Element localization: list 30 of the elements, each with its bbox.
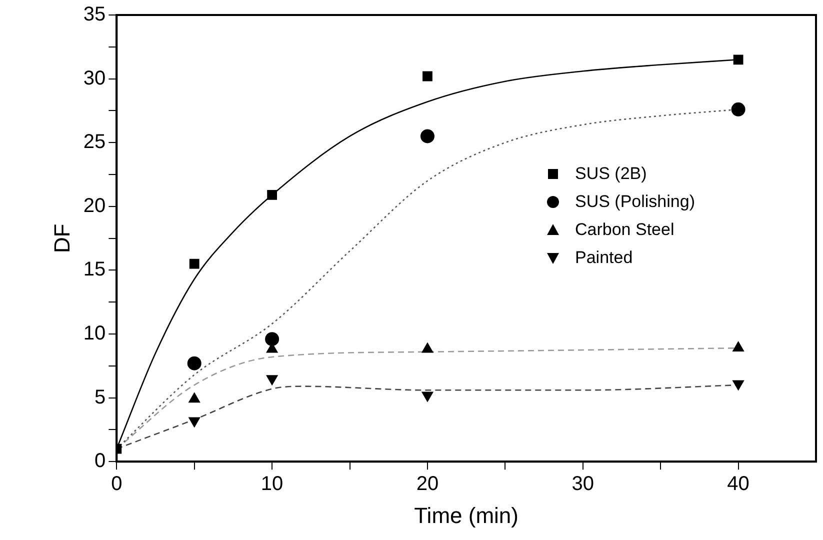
x-tick-label: 10 [260, 473, 284, 496]
legend-label: Carbon Steel [575, 220, 674, 240]
y-axis-title: DF [49, 224, 74, 253]
y-tick-label: 10 [83, 322, 106, 345]
x-tick-label: 40 [727, 473, 750, 496]
point [189, 258, 200, 269]
x-tick-label: 30 [572, 473, 594, 496]
point [267, 190, 278, 200]
legend-label: Painted [575, 248, 633, 268]
point [188, 392, 200, 403]
legend-label: SUS (2B) [575, 164, 647, 184]
x-axis-title: Time (min) [414, 502, 518, 528]
point [421, 342, 434, 353]
point [733, 54, 744, 65]
point [265, 332, 280, 346]
point [422, 71, 432, 82]
x-tick-label: 0 [111, 473, 122, 496]
y-tick-label: 20 [83, 194, 106, 217]
y-tick-label: 35 [83, 4, 106, 26]
point [731, 102, 746, 116]
x-tick-label: 20 [416, 473, 439, 496]
point [187, 356, 202, 370]
point [732, 341, 744, 352]
y-tick-label: 30 [83, 67, 106, 90]
y-tick-label: 5 [94, 386, 106, 408]
legend-label: SUS (Polishing) [575, 192, 695, 212]
point [420, 129, 434, 144]
y-tick-label: 25 [83, 131, 106, 154]
y-tick-label: 15 [83, 258, 106, 281]
y-tick-label: 0 [94, 450, 106, 472]
